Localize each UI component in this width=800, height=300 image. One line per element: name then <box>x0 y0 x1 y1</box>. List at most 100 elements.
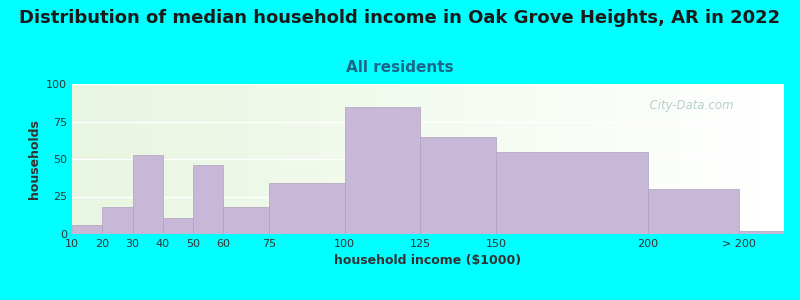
Bar <box>599 84 606 234</box>
Bar <box>286 84 293 234</box>
Bar <box>762 84 770 234</box>
Bar <box>172 84 179 234</box>
Bar <box>514 84 521 234</box>
Text: Distribution of median household income in Oak Grove Heights, AR in 2022: Distribution of median household income … <box>19 9 781 27</box>
Bar <box>278 84 286 234</box>
Bar <box>150 84 158 234</box>
Bar <box>649 84 656 234</box>
Bar <box>143 84 150 234</box>
Bar <box>414 84 421 234</box>
Bar <box>606 84 613 234</box>
Bar <box>193 165 223 234</box>
Bar <box>163 218 193 234</box>
Bar <box>94 84 101 234</box>
Bar <box>450 84 457 234</box>
Bar <box>734 84 742 234</box>
Bar <box>122 84 129 234</box>
Bar <box>521 84 528 234</box>
Bar <box>378 84 386 234</box>
Bar <box>102 207 133 234</box>
Bar <box>300 84 307 234</box>
Bar <box>271 84 278 234</box>
Bar <box>250 84 257 234</box>
Bar <box>328 84 335 234</box>
Y-axis label: households: households <box>27 119 41 199</box>
Bar <box>179 84 186 234</box>
Bar <box>399 84 406 234</box>
X-axis label: household income ($1000): household income ($1000) <box>334 254 522 267</box>
Bar <box>158 84 165 234</box>
Bar <box>186 84 193 234</box>
Bar <box>200 84 207 234</box>
Bar <box>101 84 107 234</box>
Bar <box>406 84 414 234</box>
Bar <box>627 84 634 234</box>
Text: City-Data.com: City-Data.com <box>642 99 734 112</box>
Bar <box>492 84 499 234</box>
Bar <box>136 84 143 234</box>
Bar <box>222 84 229 234</box>
Bar <box>570 84 578 234</box>
Bar <box>738 231 784 234</box>
Bar <box>742 84 749 234</box>
Bar <box>777 84 784 234</box>
Bar <box>634 84 642 234</box>
Bar <box>698 84 706 234</box>
Bar <box>435 84 442 234</box>
Bar <box>534 84 542 234</box>
Bar <box>478 84 485 234</box>
Bar <box>470 84 478 234</box>
Bar <box>499 84 506 234</box>
Bar <box>386 84 392 234</box>
Bar <box>421 136 496 234</box>
Bar <box>207 84 214 234</box>
Bar <box>342 84 350 234</box>
Bar <box>656 84 663 234</box>
Bar <box>563 84 570 234</box>
Bar <box>549 84 556 234</box>
Bar <box>350 84 357 234</box>
Bar <box>133 154 163 234</box>
Bar <box>542 84 549 234</box>
Bar <box>706 84 713 234</box>
Bar <box>165 84 172 234</box>
Bar <box>691 84 698 234</box>
Bar <box>506 84 514 234</box>
Bar <box>556 84 563 234</box>
Bar <box>357 84 364 234</box>
Bar <box>114 84 122 234</box>
Bar <box>72 84 79 234</box>
Bar <box>86 84 94 234</box>
Bar <box>578 84 585 234</box>
Bar <box>770 84 777 234</box>
Bar <box>713 84 720 234</box>
Bar <box>72 225 102 234</box>
Bar <box>107 84 114 234</box>
Bar <box>345 106 421 234</box>
Bar <box>585 84 592 234</box>
Bar <box>371 84 378 234</box>
Bar <box>663 84 670 234</box>
Bar <box>335 84 342 234</box>
Bar <box>592 84 599 234</box>
Bar <box>293 84 300 234</box>
Bar <box>720 84 727 234</box>
Bar <box>755 84 762 234</box>
Bar <box>727 84 734 234</box>
Bar <box>223 207 269 234</box>
Bar <box>236 84 243 234</box>
Bar <box>322 84 328 234</box>
Bar <box>314 84 322 234</box>
Bar <box>749 84 755 234</box>
Bar <box>442 84 450 234</box>
Bar <box>364 84 371 234</box>
Bar <box>485 84 492 234</box>
Bar <box>670 84 677 234</box>
Bar <box>243 84 250 234</box>
Bar <box>421 84 428 234</box>
Bar <box>496 152 648 234</box>
Bar <box>684 84 691 234</box>
Bar <box>648 189 738 234</box>
Bar <box>528 84 535 234</box>
Bar <box>620 84 627 234</box>
